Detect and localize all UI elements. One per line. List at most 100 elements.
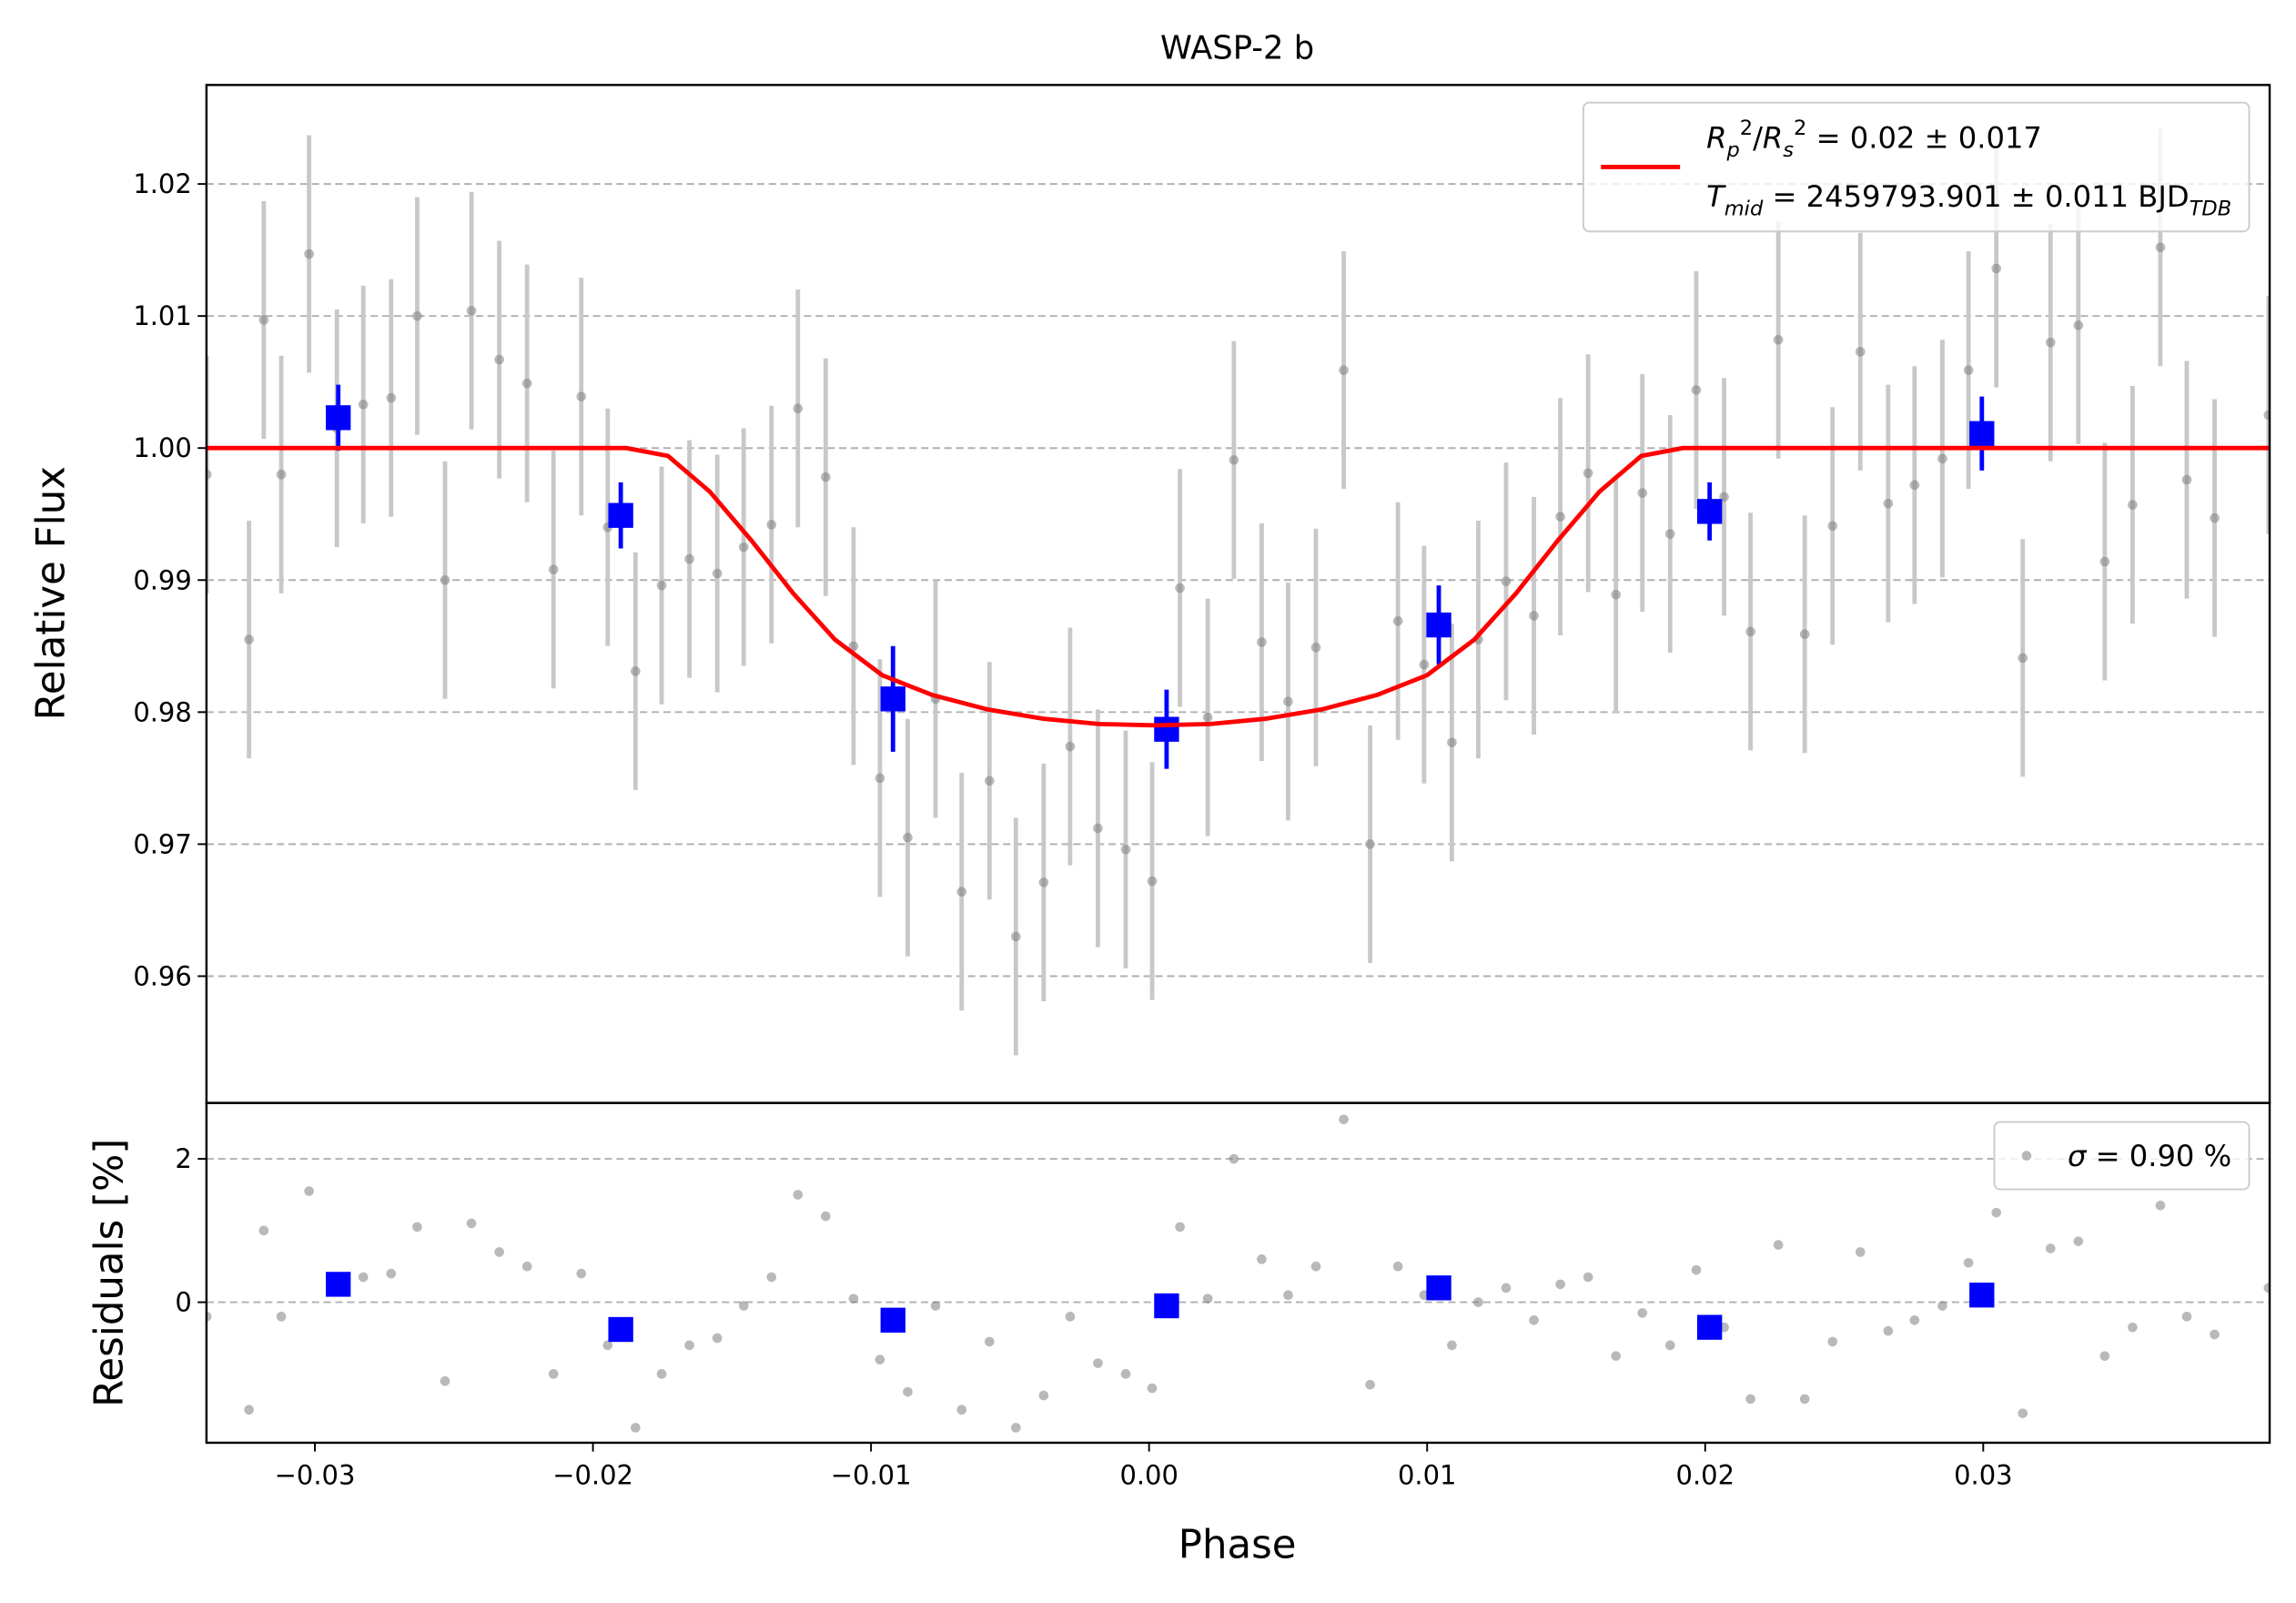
data-point [1202, 1294, 1213, 1304]
binned-point [1426, 612, 1451, 638]
binned-point [608, 1316, 633, 1343]
x-tick-label: −0.03 [275, 1459, 356, 1490]
legend-text-run: TDB [2190, 198, 2232, 221]
data-point [2073, 1236, 2084, 1246]
data-point [386, 1268, 397, 1279]
data-point [412, 1222, 422, 1233]
binned-point [1696, 499, 1723, 524]
binned-point [880, 686, 905, 712]
data-point [766, 1272, 777, 1283]
data-point [1799, 1394, 1810, 1405]
data-point [466, 306, 477, 316]
data-point [1339, 365, 1349, 375]
data-point [2128, 500, 2138, 510]
legend-text-run: T [1706, 179, 1726, 214]
data-point [712, 1333, 723, 1344]
data-point [821, 1211, 831, 1222]
data-point [1691, 1264, 1702, 1275]
x-tick-label: 0.02 [1676, 1459, 1735, 1490]
data-point [1855, 1247, 1866, 1257]
y-tick-label: 0.98 [133, 696, 191, 727]
y-tick-label: 0.99 [133, 564, 191, 595]
data-point [304, 1186, 314, 1196]
legend: σ = 0.90 % [1993, 1121, 2250, 1191]
data-point [1229, 1153, 1239, 1164]
legend-frame [1582, 101, 2250, 233]
binned-point [1969, 1283, 1995, 1308]
data-point [1773, 1240, 1784, 1250]
data-point [1691, 385, 1702, 395]
x-tick-label: −0.02 [552, 1459, 633, 1490]
data-point [984, 1336, 995, 1347]
data-point [2155, 242, 2166, 253]
data-point [1310, 1261, 1321, 1272]
x-tick-label: −0.01 [831, 1459, 912, 1490]
binned-point [880, 1307, 905, 1333]
axes-frame [205, 1101, 2271, 1445]
data-point [848, 641, 859, 652]
data-point [848, 1294, 859, 1304]
data-point [206, 469, 212, 480]
y-tick-label: 0.96 [133, 960, 191, 991]
model-line [206, 445, 2271, 728]
binned-point [326, 1272, 351, 1297]
data-point [1937, 453, 1947, 464]
data-point [1120, 844, 1131, 855]
data-point [1011, 1423, 1021, 1433]
y-axis-label: Residuals [%] [87, 1139, 133, 1407]
data-point [548, 564, 559, 574]
data-point [304, 249, 314, 259]
data-point [1065, 1312, 1076, 1322]
data-point [712, 568, 723, 579]
legend-label: Rp2/Rs2 = 0.02 ± 0.017 [1706, 117, 2042, 162]
data-point [1529, 1314, 1539, 1325]
data-point [1883, 1325, 1894, 1336]
data-point [1339, 1114, 1349, 1125]
legend-label: Tmid = 2459793.901 ± 0.011 BJDTDB [1706, 179, 2231, 221]
y-tick-label: 0.97 [133, 828, 191, 859]
data-point [258, 1225, 269, 1236]
data-point [1257, 637, 1267, 647]
data-point [521, 1261, 532, 1272]
data-point [1038, 878, 1049, 888]
data-point [244, 634, 254, 644]
legend-text-run: = 2459793.901 ± 0.011 BJD [1763, 179, 2189, 214]
data-point [631, 1423, 641, 1433]
data-point [548, 1369, 559, 1379]
data-point [903, 1386, 913, 1397]
data-point [1611, 589, 1622, 600]
data-point [1799, 629, 1810, 640]
data-point [1963, 1257, 1974, 1268]
data-point [684, 553, 694, 564]
binned-point [1154, 716, 1179, 742]
data-point [1202, 712, 1213, 723]
y-tick-label: 1.01 [133, 300, 191, 331]
data-point [440, 574, 450, 585]
binned-point [608, 502, 633, 528]
y-tick-label: 0 [175, 1287, 191, 1318]
legend-label: σ = 0.90 % [2068, 1139, 2231, 1173]
data-point [684, 1340, 694, 1351]
data-point [1147, 1383, 1158, 1394]
data-point [466, 1218, 477, 1229]
data-point [1365, 1379, 1375, 1390]
data-point [2263, 410, 2271, 421]
plot-area [206, 1114, 2271, 1433]
data-point [1664, 1340, 1675, 1351]
data-point [956, 887, 967, 897]
data-point [1909, 1314, 1920, 1325]
data-point [1093, 1358, 1103, 1368]
data-point [1745, 626, 1755, 637]
data-point [1611, 1351, 1622, 1361]
data-point [1365, 839, 1375, 849]
data-point [1937, 1301, 1947, 1311]
data-point [1963, 365, 1974, 375]
data-point [2045, 1243, 2056, 1253]
data-point [276, 1312, 287, 1322]
data-point [930, 1301, 941, 1311]
binned-point [1696, 1314, 1723, 1340]
legend-text-run: 2 [1794, 117, 1806, 140]
